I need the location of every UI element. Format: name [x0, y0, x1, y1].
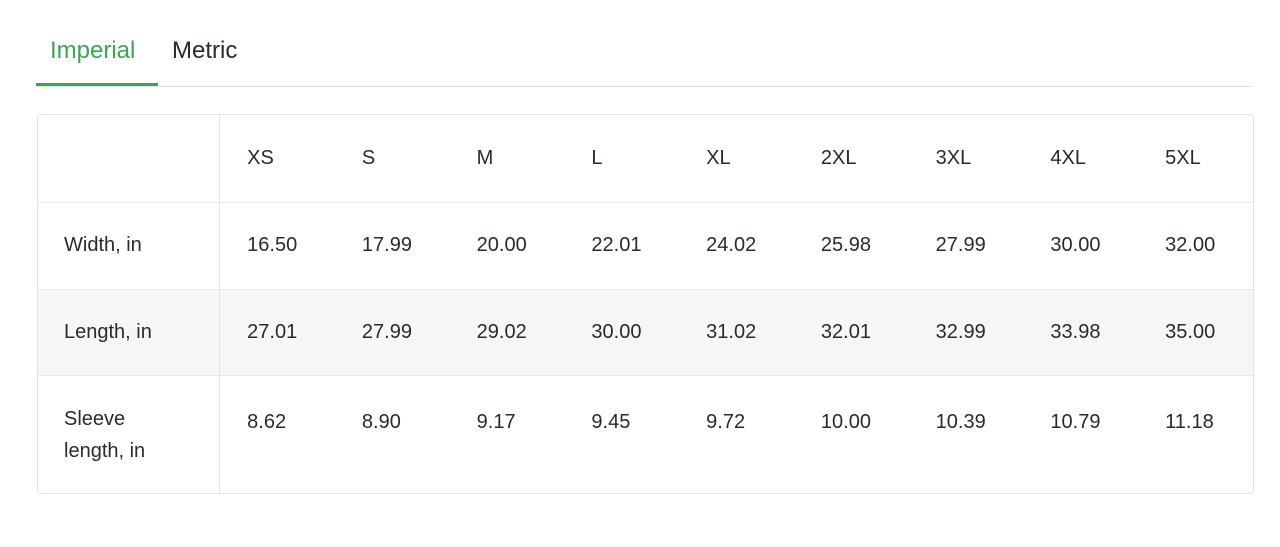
value-cell: 25.98: [820, 234, 871, 256]
value-cell: 9.72: [706, 410, 746, 433]
size-header: 5XL: [1165, 146, 1201, 169]
size-chart-table: XS S M L XL 2XL 3XL 4XL 5XL Width, in 16…: [37, 114, 1254, 494]
table-row-length: Length, in 27.01 27.99 29.02 30.00 31.02…: [38, 289, 1253, 375]
row-label: Width, in: [38, 202, 221, 289]
value-cell: 32.99: [935, 320, 986, 343]
value-cell: 8.90: [361, 410, 401, 433]
table-row-width: Width, in 16.50 17.99 20.00 22.01 24.02 …: [38, 202, 1253, 289]
size-header: L: [591, 146, 603, 169]
row-label: Length, in: [38, 289, 221, 375]
value-cell: 16.50: [247, 234, 298, 256]
value-cell: 32.00: [1165, 234, 1216, 256]
size-header: XL: [706, 146, 731, 169]
tab-metric[interactable]: Metric: [172, 37, 238, 64]
value-cell: 35.00: [1165, 320, 1216, 343]
size-header: 2XL: [820, 146, 857, 169]
value-cell: 10.39: [935, 410, 986, 433]
table-row-sleeve-length: Sleeve length, in 8.62 8.90 9.17 9.45 9.…: [38, 375, 1253, 493]
value-cell: 10.79: [1050, 410, 1101, 433]
value-cell: 8.62: [247, 410, 287, 433]
value-cell: 27.99: [361, 320, 412, 343]
value-cell: 10.00: [820, 410, 871, 433]
value-cell: 11.18: [1165, 410, 1214, 433]
size-header: 3XL: [935, 146, 972, 169]
header-row: XS S M L XL 2XL 3XL 4XL 5XL: [38, 115, 1253, 202]
value-cell: 9.45: [591, 410, 631, 433]
size-header: XS: [247, 146, 274, 169]
size-header: 4XL: [1050, 146, 1087, 169]
value-cell: 22.01: [591, 234, 642, 256]
value-cell: 30.00: [591, 320, 642, 343]
value-cell: 27.99: [935, 234, 986, 256]
active-tab-indicator: [36, 83, 158, 86]
value-cell: 9.17: [476, 410, 516, 433]
tab-imperial[interactable]: Imperial: [50, 37, 136, 64]
value-cell: 27.01: [247, 320, 298, 343]
value-cell: 32.01: [820, 320, 871, 343]
size-header: M: [476, 146, 494, 169]
corner-cell: [38, 115, 221, 202]
row-label: Sleeve length, in: [38, 375, 221, 493]
value-cell: 20.00: [476, 234, 527, 256]
value-cell: 30.00: [1050, 234, 1101, 256]
value-cell: 24.02: [706, 234, 757, 256]
value-cell: 31.02: [706, 320, 757, 343]
size-header: S: [361, 146, 376, 169]
unit-tabs: Imperial Metric: [36, 28, 1253, 87]
value-cell: 33.98: [1050, 320, 1101, 343]
value-cell: 29.02: [476, 320, 527, 343]
value-cell: 17.99: [361, 234, 412, 256]
